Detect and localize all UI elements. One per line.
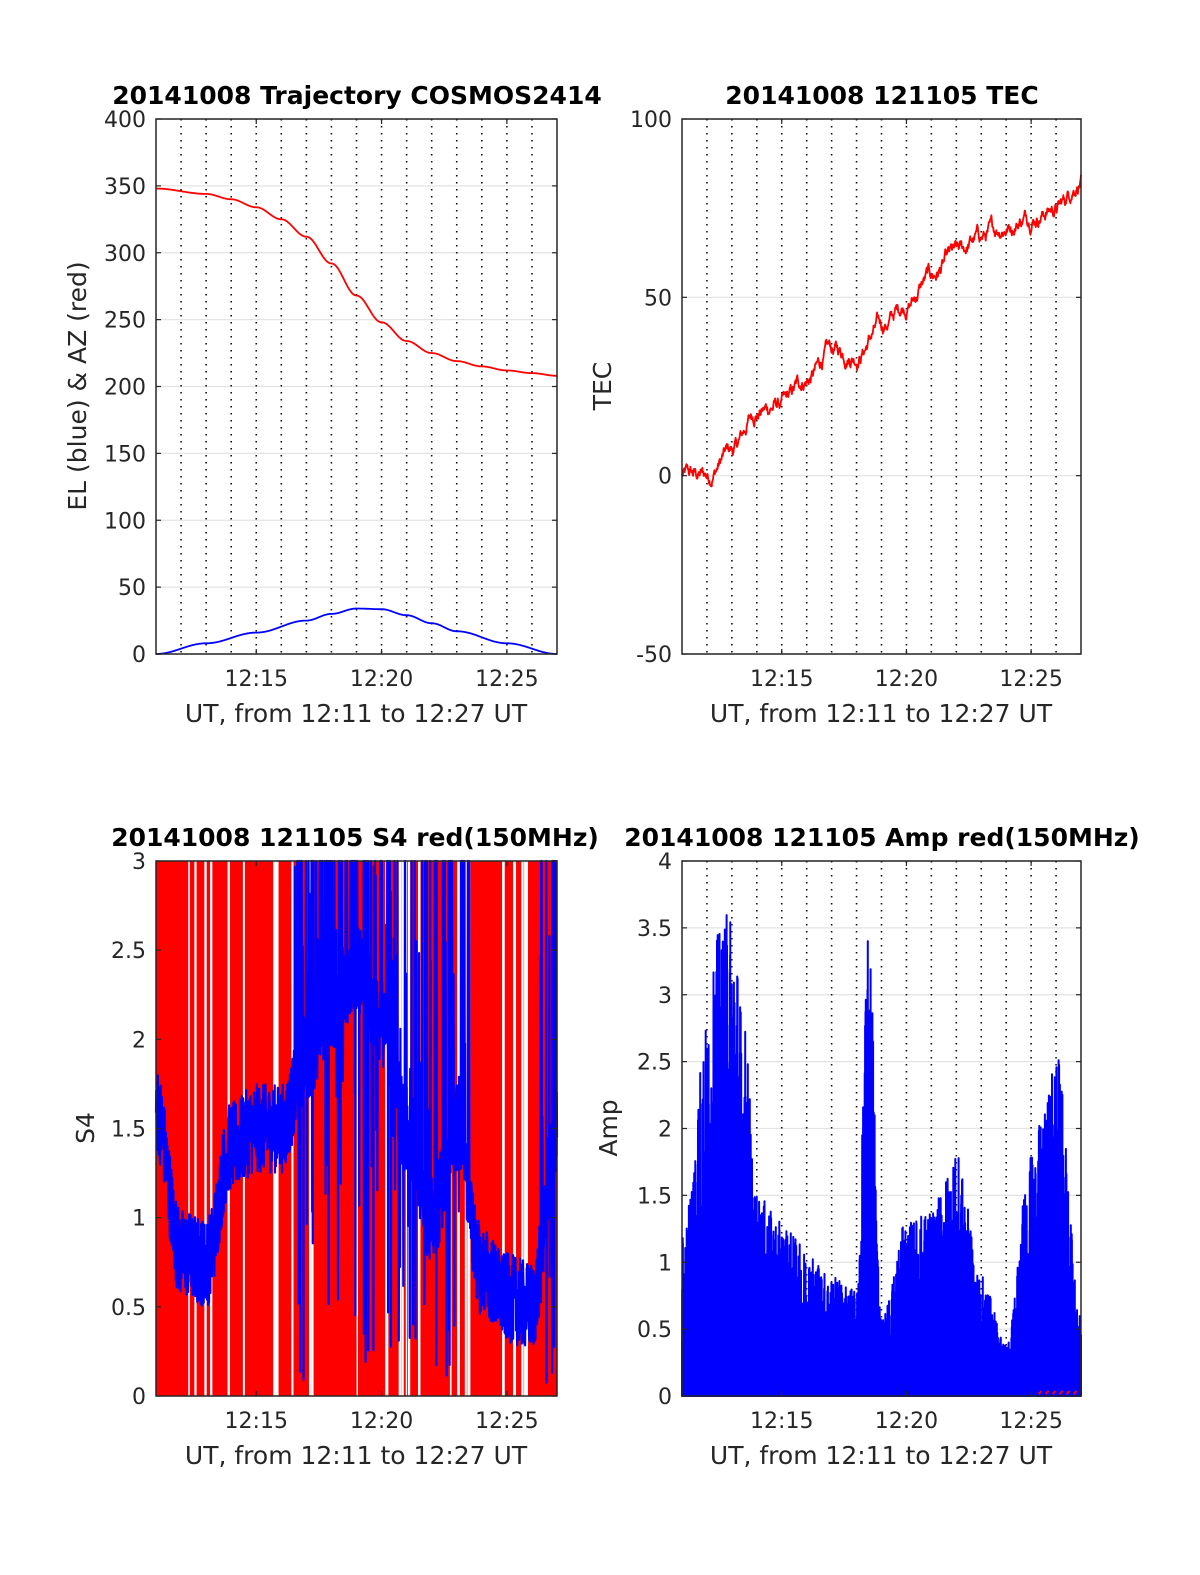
y-tick-label: 4 xyxy=(658,850,672,875)
amp-red-mark xyxy=(1072,1390,1078,1395)
y-tick-label: 50 xyxy=(118,576,146,601)
y-tick-label: 1 xyxy=(658,1251,672,1276)
x-tick-label: 12:20 xyxy=(350,1409,413,1434)
tec-xlabel: UT, from 12:11 to 12:27 UT xyxy=(710,699,1053,728)
trajectory-xlabel: UT, from 12:11 to 12:27 UT xyxy=(185,699,528,728)
tec-ticks: -50 0 50 100 12:15 12:20 12:25 xyxy=(630,108,1081,692)
trajectory-ticks: 0 50 100 150 200 250 300 350 400 12:15 12:20 12:25 xyxy=(104,108,557,692)
amp-series-0 xyxy=(681,914,1082,1397)
x-tick-label: 12:15 xyxy=(225,1409,288,1434)
y-tick-label: 0 xyxy=(132,643,146,668)
y-tick-label: 0.5 xyxy=(111,1296,146,1321)
amp-red-mark xyxy=(1051,1390,1057,1395)
y-tick-label: 100 xyxy=(104,509,146,534)
trajectory-chart: 20141008 Trajectory COSMOS2414 0 50 100 150… xyxy=(63,81,602,728)
amp-red-mark xyxy=(1044,1390,1050,1395)
tec-ylabel: TEC xyxy=(588,362,617,412)
amp-chart: 20141008 121105 Amp red(150MHz) 0 0.5 1 1.5… xyxy=(594,823,1140,1470)
tec-title: 20141008 121105 TEC xyxy=(725,81,1038,110)
y-tick-label: 100 xyxy=(630,108,672,133)
amp-red-mark xyxy=(1058,1390,1064,1395)
s4-xlabel: UT, from 12:11 to 12:27 UT xyxy=(185,1441,528,1470)
x-tick-label: 12:15 xyxy=(750,667,813,692)
tec-grid xyxy=(682,118,1081,655)
trajectory-ylabel: EL (blue) & AZ (red) xyxy=(63,261,92,510)
y-tick-label: 50 xyxy=(644,286,672,311)
y-tick-label: 1.5 xyxy=(637,1184,672,1209)
y-tick-label: 3 xyxy=(132,850,146,875)
y-tick-label: 3.5 xyxy=(637,917,672,942)
y-tick-label: 3 xyxy=(658,984,672,1009)
x-tick-label: 12:20 xyxy=(350,667,413,692)
s4-ylabel: S4 xyxy=(71,1112,100,1144)
trajectory-series-0 xyxy=(155,607,558,655)
y-tick-label: 250 xyxy=(104,309,146,334)
y-tick-label: 2.5 xyxy=(111,939,146,964)
x-tick-label: 12:25 xyxy=(999,1409,1062,1434)
y-tick-label: 0 xyxy=(132,1385,146,1410)
s4-title: 20141008 121105 S4 red(150MHz) xyxy=(111,823,599,852)
y-tick-label: 300 xyxy=(104,242,146,267)
amp-ticks: 0 0.5 1 1.5 2 2.5 3 3.5 4 12:15 12:20 12:25 xyxy=(637,850,1081,1434)
y-tick-label: -50 xyxy=(636,643,672,668)
tec-chart: 20141008 121105 TEC -50 0 50 100 12:15 12:20 1… xyxy=(588,81,1082,728)
trajectory-title: 20141008 Trajectory COSMOS2414 xyxy=(112,81,602,110)
y-tick-label: 1.5 xyxy=(111,1118,146,1143)
amp-ylabel: Amp xyxy=(594,1099,623,1156)
s4-series-1 xyxy=(154,859,559,1384)
s4-ticks: 0 0.5 1 1.5 2 2.5 3 12:15 12:20 12:25 xyxy=(111,850,557,1434)
trajectory-lines xyxy=(155,187,558,655)
y-tick-label: 2 xyxy=(658,1118,672,1143)
tec-series-0 xyxy=(681,174,1082,488)
y-tick-label: 150 xyxy=(104,442,146,467)
y-tick-label: 0 xyxy=(658,465,672,490)
x-tick-label: 12:25 xyxy=(999,667,1062,692)
x-tick-label: 12:25 xyxy=(475,667,538,692)
s4-chart: 20141008 121105 S4 red(150MHz) 0 0.5 1 1.5 2… xyxy=(71,823,599,1470)
x-tick-label: 12:15 xyxy=(225,667,288,692)
x-tick-label: 12:20 xyxy=(875,667,938,692)
s4-lines xyxy=(154,859,559,1384)
y-tick-label: 2.5 xyxy=(637,1051,672,1076)
amp-lines xyxy=(681,914,1082,1397)
trajectory-grid xyxy=(156,118,557,655)
trajectory-series-1 xyxy=(155,187,558,377)
amp-xlabel: UT, from 12:11 to 12:27 UT xyxy=(710,1441,1053,1470)
x-tick-label: 12:20 xyxy=(875,1409,938,1434)
y-tick-label: 0.5 xyxy=(637,1318,672,1343)
y-tick-label: 1 xyxy=(132,1207,146,1232)
tec-lines xyxy=(681,174,1082,488)
amp-red-mark xyxy=(1065,1390,1071,1395)
x-tick-label: 12:25 xyxy=(475,1409,538,1434)
tec-axes-box xyxy=(681,118,1082,655)
y-tick-label: 400 xyxy=(104,108,146,133)
amp-title: 20141008 121105 Amp red(150MHz) xyxy=(624,823,1140,852)
amp-red-mark xyxy=(1037,1390,1043,1395)
y-tick-label: 200 xyxy=(104,376,146,401)
y-tick-label: 350 xyxy=(104,175,146,200)
x-tick-label: 12:15 xyxy=(750,1409,813,1434)
y-tick-label: 2 xyxy=(132,1028,146,1053)
y-tick-label: 0 xyxy=(658,1385,672,1410)
